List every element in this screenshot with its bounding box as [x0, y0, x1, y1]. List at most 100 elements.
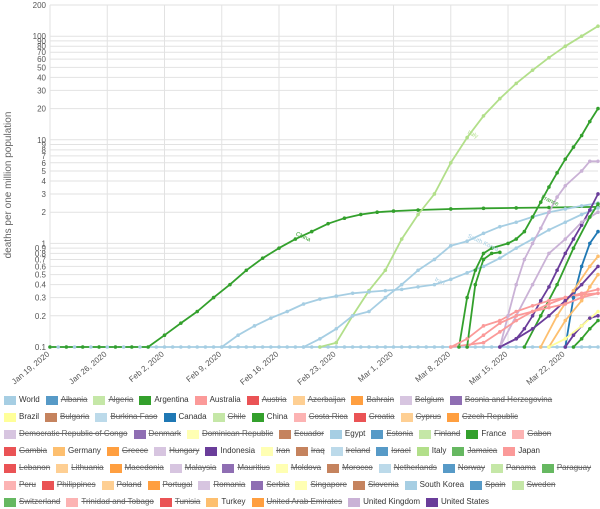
data-point-united-states: [498, 345, 502, 349]
legend-item-netherlands[interactable]: Netherlands: [378, 461, 437, 475]
legend-item-cyprus[interactable]: Cyprus: [400, 410, 441, 424]
legend-item-czech-republic[interactable]: Czech Republic: [446, 410, 518, 424]
legend-item-chile[interactable]: Chile: [212, 410, 246, 424]
data-point-china: [293, 237, 298, 241]
data-point-united-kingdom: [588, 208, 592, 212]
legend-item-indonesia[interactable]: Indonesia: [205, 444, 255, 458]
legend-item-croatia[interactable]: Croatia: [353, 410, 395, 424]
legend-item-world[interactable]: World: [4, 393, 40, 407]
legend-item-lebanon[interactable]: Lebanon: [4, 461, 50, 475]
legend-item-iran[interactable]: Iran: [261, 444, 290, 458]
legend-item-hungary[interactable]: Hungary: [154, 444, 199, 458]
legend-item-portugal[interactable]: Portugal: [147, 478, 192, 492]
data-point-world: [350, 345, 355, 349]
legend-item-trinidad-and-tobago[interactable]: Trinidad and Tobago: [66, 495, 154, 509]
legend-item-democratic-republic-of-congo[interactable]: Democratic Republic of Congo: [4, 427, 128, 441]
data-point-world: [326, 345, 330, 349]
legend-item-switzerland[interactable]: Switzerland: [4, 495, 60, 509]
legend-item-germany[interactable]: Germany: [53, 444, 101, 458]
y-tick-label: 0.5: [35, 271, 47, 280]
legend-item-spain[interactable]: Spain: [470, 478, 506, 492]
legend-item-south-korea[interactable]: South Korea: [404, 478, 464, 492]
legend-item-peru[interactable]: Peru: [4, 478, 36, 492]
data-point-world: [228, 345, 232, 349]
legend-item-brazil[interactable]: Brazil: [4, 410, 39, 424]
legend-label: Norway: [457, 463, 486, 472]
legend-item-greece[interactable]: Greece: [106, 444, 148, 458]
data-point-brazil: [563, 336, 568, 341]
legend-item-sweden[interactable]: Sweden: [511, 478, 556, 492]
legend-item-philippines[interactable]: Philippines: [41, 478, 96, 492]
legend-item-jamaica[interactable]: Jamaica: [452, 444, 497, 458]
legend-item-iraq[interactable]: Iraq: [295, 444, 325, 458]
data-point-indonesia: [588, 316, 592, 320]
legend-item-bulgaria[interactable]: Bulgaria: [45, 410, 89, 424]
series-points: [48, 24, 600, 349]
legend-item-bosnia-and-herzegovina[interactable]: Bosnia and Herzegovina: [449, 393, 553, 407]
data-point-netherlands: [555, 195, 559, 199]
legend-item-mauritius[interactable]: Mauritius: [222, 461, 270, 475]
data-point-world: [269, 345, 273, 349]
legend-item-poland[interactable]: Poland: [101, 478, 142, 492]
data-point-world: [244, 345, 249, 349]
legend-swatch: [101, 480, 114, 490]
legend-label: Dominican Republic: [201, 429, 274, 438]
legend-item-lithuania[interactable]: Lithuania: [56, 461, 104, 475]
y-tick-label: 0.2: [35, 312, 47, 321]
legend-item-egypt[interactable]: Egypt: [329, 427, 365, 441]
legend-item-united-arab-emirates[interactable]: United Arab Emirates: [251, 495, 342, 509]
legend-item-ireland[interactable]: Ireland: [330, 444, 370, 458]
data-point-world: [138, 345, 142, 349]
legend-item-slovenia[interactable]: Slovenia: [352, 478, 399, 492]
legend-swatch: [186, 429, 199, 439]
legend-item-singapore[interactable]: Singapore: [295, 478, 347, 492]
legend-item-malaysia[interactable]: Malaysia: [169, 461, 216, 475]
legend-item-gabon[interactable]: Gabon: [512, 427, 551, 441]
legend-item-australia[interactable]: Australia: [194, 393, 241, 407]
legend-item-paraguay[interactable]: Paraguay: [541, 461, 591, 475]
legend-item-canada[interactable]: Canada: [163, 410, 207, 424]
legend-item-tunisia[interactable]: Tunisia: [159, 495, 200, 509]
data-point-argentina: [489, 251, 494, 256]
data-point-sweden: [555, 314, 559, 318]
data-point-france: [555, 171, 559, 175]
legend-item-serbia[interactable]: Serbia: [251, 478, 289, 492]
data-point-world: [195, 345, 200, 349]
legend-item-austria[interactable]: Austria: [246, 393, 287, 407]
legend-item-azerbaijan[interactable]: Azerbaijan: [292, 393, 345, 407]
legend-item-morocco[interactable]: Morocco: [327, 461, 373, 475]
data-point-france: [538, 200, 543, 204]
legend-swatch: [352, 480, 365, 490]
legend-item-costa-rica[interactable]: Costa Rica: [293, 410, 348, 424]
legend-item-israel[interactable]: Israel: [376, 444, 411, 458]
legend-item-macedonia[interactable]: Macedonia: [109, 461, 164, 475]
legend-item-france[interactable]: France: [466, 427, 506, 441]
legend-swatch: [56, 463, 69, 473]
legend-item-japan[interactable]: Japan: [503, 444, 540, 458]
legend-item-denmark[interactable]: Denmark: [133, 427, 181, 441]
legend-item-argentina[interactable]: Argentina: [139, 393, 189, 407]
legend-item-finland[interactable]: Finland: [419, 427, 460, 441]
legend-item-burkina-faso[interactable]: Burkina Faso: [95, 410, 158, 424]
legend-item-gambia[interactable]: Gambia: [4, 444, 47, 458]
legend-item-turkey[interactable]: Turkey: [206, 495, 246, 509]
legend-label: Bosnia and Herzegovina: [464, 395, 553, 404]
legend-item-italy[interactable]: Italy: [416, 444, 446, 458]
legend-item-dominican-republic[interactable]: Dominican Republic: [186, 427, 274, 441]
legend-item-moldova[interactable]: Moldova: [275, 461, 321, 475]
legend-item-china[interactable]: China: [251, 410, 288, 424]
x-axis-ticks: Jan 19, 2020 Jan 26, 2020 Feb 2, 2020 Feb 9…: [10, 349, 567, 387]
legend-item-algeria[interactable]: Algeria: [93, 393, 133, 407]
legend-item-bahrain[interactable]: Bahrain: [351, 393, 394, 407]
legend-item-romania[interactable]: Romania: [198, 478, 245, 492]
legend-item-ecuador[interactable]: Ecuador: [279, 427, 324, 441]
legend-item-belgium[interactable]: Belgium: [400, 393, 444, 407]
legend-item-norway[interactable]: Norway: [442, 461, 486, 475]
legend-item-united-states[interactable]: United States: [426, 495, 489, 509]
legend-item-albania[interactable]: Albania: [45, 393, 87, 407]
legend-item-united-kingdom[interactable]: United Kingdom: [348, 495, 420, 509]
legend-item-estonia[interactable]: Estonia: [371, 427, 413, 441]
legend-item-panama[interactable]: Panama: [491, 461, 536, 475]
legend-swatch: [4, 429, 16, 439]
